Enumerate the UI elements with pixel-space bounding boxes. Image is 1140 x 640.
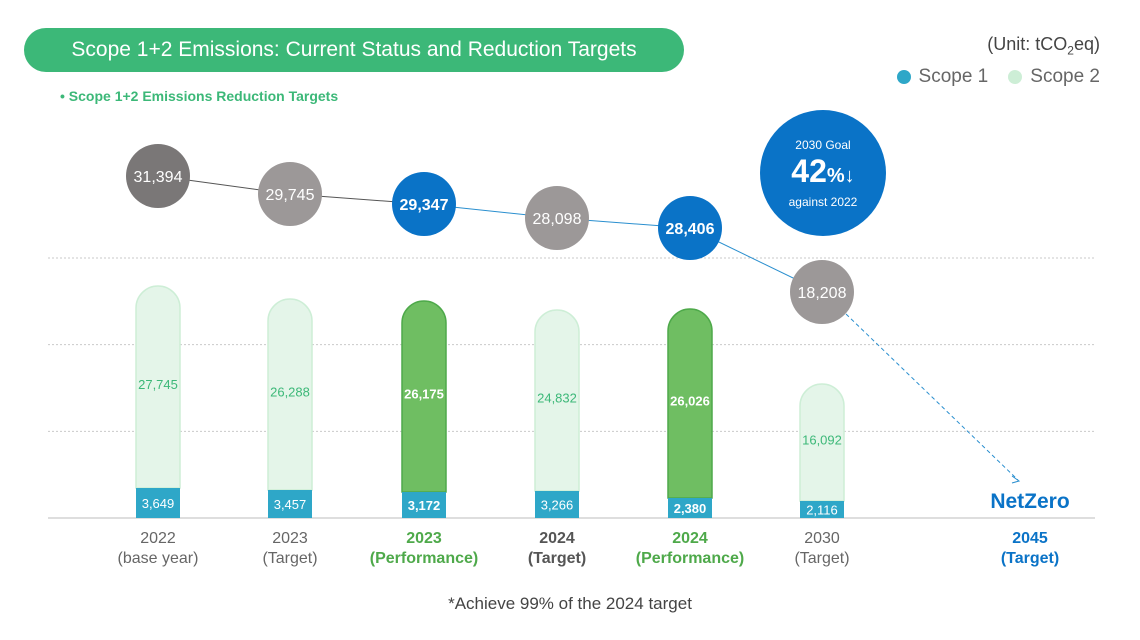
unit-subscript: 2: [1067, 43, 1074, 58]
scope2-value-label: 27,745: [138, 377, 178, 392]
unit-suffix: eq): [1073, 34, 1100, 54]
category-label-year: 2023: [406, 530, 442, 547]
category-label-year: 2023: [272, 530, 308, 547]
goal-line1: 2030 Goal: [795, 138, 851, 152]
legend-scope2-marker: [1008, 70, 1023, 84]
category-label-year: 2045: [1012, 530, 1048, 547]
category-label-year: 2030: [804, 530, 840, 547]
scope1-value-label: 3,266: [541, 498, 574, 513]
legend-scope2: Scope 2: [1008, 66, 1100, 88]
goal-value: 42: [791, 153, 827, 189]
netzero-arrow-line: [845, 313, 1019, 481]
scope1-value-label: 2,116: [806, 503, 838, 518]
legend-scope1-label: Scope 1: [918, 66, 989, 87]
category-label-kind: (Performance): [636, 550, 744, 567]
scope1-bar: [402, 492, 446, 518]
total-value-label: 31,394: [134, 169, 183, 186]
scope2-bar: [799, 383, 845, 502]
chart-title: Scope 1+2 Emissions: Current Status and …: [24, 28, 684, 72]
total-circle: [258, 162, 322, 226]
category-label-kind: (Performance): [370, 550, 478, 567]
goal-line3: against 2022: [788, 195, 858, 209]
category-label-year: 2022: [140, 530, 176, 547]
category-label-kind: (Target): [1001, 550, 1059, 567]
total-circle: [392, 172, 456, 236]
unit-prefix: (Unit: tCO: [987, 34, 1068, 54]
scope2-value-label: 16,092: [802, 433, 842, 448]
total-value-label: 28,098: [533, 211, 582, 228]
scope2-bar: [401, 300, 447, 493]
total-circle: [790, 260, 854, 324]
scope2-bar: [667, 308, 713, 499]
scope1-value-label: 3,172: [408, 498, 441, 513]
total-circle: [126, 144, 190, 208]
scope1-bar: [668, 498, 712, 518]
goal-badge: 2030 Goal 42%↓ against 2022: [760, 110, 886, 236]
legend-scope1-marker: [896, 70, 911, 84]
scope2-value-label: 26,026: [670, 394, 710, 409]
total-value-label: 29,745: [266, 187, 315, 204]
scope2-bar: [534, 309, 580, 492]
total-value-label: 18,208: [798, 285, 847, 302]
scope1-value-label: 3,649: [142, 496, 175, 511]
unit-label: (Unit: tCO2eq): [987, 34, 1100, 58]
legend-scope1: Scope 1: [896, 66, 989, 88]
goal-value-line: 42%↓: [760, 152, 886, 195]
scope2-bar: [267, 298, 313, 491]
total-circle: [658, 196, 722, 260]
total-value-label: 29,347: [400, 197, 449, 214]
legend: Scope 1 Scope 2: [896, 66, 1100, 88]
chart-subtitle: • Scope 1+2 Emissions Reduction Targets: [60, 88, 339, 104]
scope2-value-label: 26,288: [270, 385, 310, 400]
total-value-label: 28,406: [666, 221, 715, 238]
scope2-value-label: 24,832: [537, 391, 577, 406]
scope2-value-label: 26,175: [404, 387, 444, 402]
scope1-bar: [268, 490, 312, 518]
scope1-bar: [535, 491, 579, 518]
scope1-bar: [800, 501, 844, 518]
category-label-kind: (Target): [262, 550, 317, 567]
netzero-label: NetZero: [990, 490, 1069, 513]
footnote: *Achieve 99% of the 2024 target: [448, 594, 692, 613]
category-label-year: 2024: [672, 530, 708, 547]
category-label-kind: (base year): [118, 550, 199, 567]
category-label-kind: (Target): [794, 550, 849, 567]
total-circle: [525, 186, 589, 250]
goal-pct: %↓: [826, 165, 855, 187]
scope1-bar: [136, 488, 180, 518]
scope2-bar: [135, 285, 181, 489]
scope1-value-label: 3,457: [274, 497, 307, 512]
netzero-arrow-head: [1011, 475, 1021, 484]
scope1-value-label: 2,380: [674, 501, 707, 516]
legend-scope2-label: Scope 2: [1030, 66, 1100, 87]
category-label-kind: (Target): [528, 550, 586, 567]
category-label-year: 2024: [539, 530, 575, 547]
